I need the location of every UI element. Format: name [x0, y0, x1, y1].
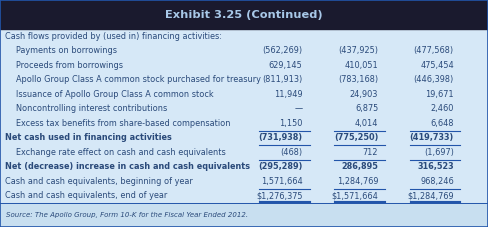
Text: —: —	[294, 104, 303, 113]
Text: 1,150: 1,150	[279, 119, 303, 128]
Text: 2,460: 2,460	[430, 104, 454, 113]
Text: Noncontrolling interest contributions: Noncontrolling interest contributions	[16, 104, 167, 113]
Text: (477,568): (477,568)	[414, 46, 454, 55]
Text: $1,284,769: $1,284,769	[407, 191, 454, 200]
Text: (811,913): (811,913)	[263, 75, 303, 84]
Text: Apollo Group Class A common stock purchased for treasury: Apollo Group Class A common stock purcha…	[16, 75, 261, 84]
Text: Exchange rate effect on cash and cash equivalents: Exchange rate effect on cash and cash eq…	[16, 148, 225, 157]
Text: Issuance of Apollo Group Class A common stock: Issuance of Apollo Group Class A common …	[16, 90, 213, 99]
Text: 4,014: 4,014	[355, 119, 378, 128]
Text: 968,246: 968,246	[420, 177, 454, 186]
Text: (775,250): (775,250)	[334, 133, 378, 142]
Text: 24,903: 24,903	[350, 90, 378, 99]
Bar	[0, 203, 488, 227]
Text: 1,284,769: 1,284,769	[337, 177, 378, 186]
Text: Net cash used in financing activities: Net cash used in financing activities	[5, 133, 172, 142]
Text: Payments on borrowings: Payments on borrowings	[16, 46, 117, 55]
Text: Proceeds from borrowings: Proceeds from borrowings	[16, 61, 122, 70]
Text: (468): (468)	[281, 148, 303, 157]
Text: 286,895: 286,895	[341, 162, 378, 171]
Text: $1,571,664: $1,571,664	[331, 191, 378, 200]
Text: Exhibit 3.25 (Continued): Exhibit 3.25 (Continued)	[165, 10, 323, 20]
Text: (295,289): (295,289)	[258, 162, 303, 171]
Text: 19,671: 19,671	[425, 90, 454, 99]
Text: (731,938): (731,938)	[259, 133, 303, 142]
Text: Cash flows provided by (used in) financing activities:: Cash flows provided by (used in) financi…	[5, 32, 222, 41]
Text: 712: 712	[363, 148, 378, 157]
Text: (419,733): (419,733)	[409, 133, 454, 142]
Text: (446,398): (446,398)	[414, 75, 454, 84]
Text: 410,051: 410,051	[345, 61, 378, 70]
Text: 11,949: 11,949	[274, 90, 303, 99]
Text: 475,454: 475,454	[420, 61, 454, 70]
Text: (437,925): (437,925)	[338, 46, 378, 55]
Text: 629,145: 629,145	[269, 61, 303, 70]
Text: Cash and cash equivalents, end of year: Cash and cash equivalents, end of year	[5, 191, 167, 200]
Text: Cash and cash equivalents, beginning of year: Cash and cash equivalents, beginning of …	[5, 177, 193, 186]
Text: (562,269): (562,269)	[263, 46, 303, 55]
Text: (783,168): (783,168)	[338, 75, 378, 84]
Text: Net (decrease) increase in cash and cash equivalents: Net (decrease) increase in cash and cash…	[5, 162, 250, 171]
Bar	[0, 0, 488, 29]
Text: 316,523: 316,523	[417, 162, 454, 171]
Text: 6,648: 6,648	[430, 119, 454, 128]
Text: Excess tax benefits from share-based compensation: Excess tax benefits from share-based com…	[16, 119, 230, 128]
Text: (1,697): (1,697)	[424, 148, 454, 157]
Text: Source: The Apollo Group, Form 10-K for the Fiscal Year Ended 2012.: Source: The Apollo Group, Form 10-K for …	[6, 212, 248, 218]
Text: 6,875: 6,875	[355, 104, 378, 113]
Text: $1,276,375: $1,276,375	[256, 191, 303, 200]
Text: 1,571,664: 1,571,664	[261, 177, 303, 186]
